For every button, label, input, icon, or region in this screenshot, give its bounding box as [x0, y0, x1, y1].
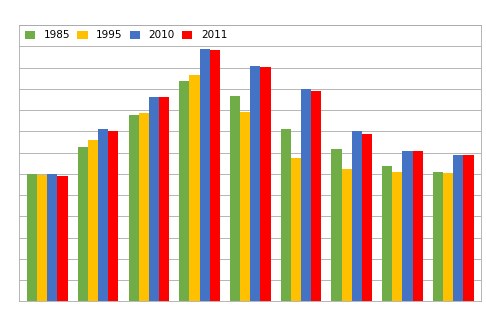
Bar [352, 131, 362, 301]
Bar [98, 129, 108, 301]
Bar [149, 97, 159, 301]
Bar [433, 172, 443, 301]
Bar [78, 147, 88, 301]
Bar [190, 75, 200, 301]
Bar [47, 174, 57, 301]
Bar [139, 113, 149, 301]
Bar [128, 116, 139, 301]
Bar [331, 149, 342, 301]
Bar [209, 50, 220, 301]
Bar [402, 150, 413, 301]
Legend: 1985, 1995, 2010, 2011: 1985, 1995, 2010, 2011 [20, 26, 231, 45]
Bar [453, 155, 463, 301]
Bar [443, 173, 453, 301]
Bar [159, 97, 169, 301]
Bar [230, 96, 240, 301]
Bar [291, 158, 301, 301]
Bar [240, 112, 250, 301]
Bar [200, 48, 209, 301]
Bar [342, 169, 352, 301]
Bar [37, 175, 47, 301]
Bar [250, 66, 260, 301]
Bar [260, 67, 271, 301]
Bar [301, 89, 311, 301]
Bar [311, 91, 321, 301]
Bar [281, 129, 291, 301]
Bar [108, 131, 119, 301]
Bar [413, 150, 423, 301]
Bar [382, 166, 392, 301]
Bar [88, 140, 98, 301]
Bar [392, 172, 402, 301]
Bar [179, 81, 190, 301]
Bar [57, 176, 68, 301]
Bar [362, 133, 372, 301]
Bar [27, 174, 37, 301]
Bar [463, 155, 473, 301]
